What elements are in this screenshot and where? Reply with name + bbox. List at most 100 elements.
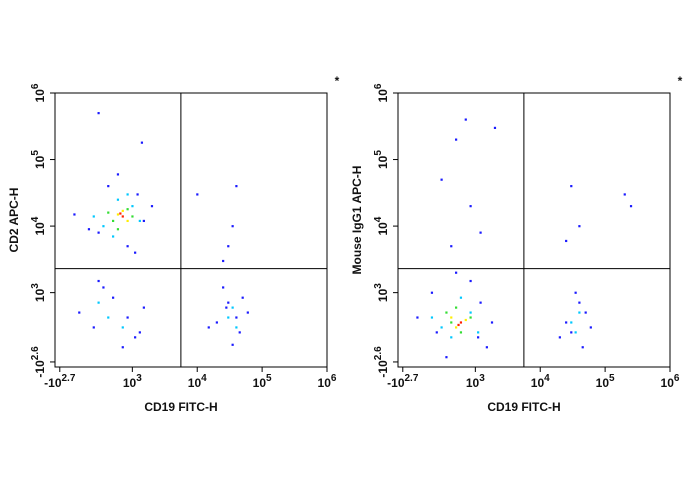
- y-tick-label: 103: [30, 283, 48, 302]
- point: [231, 225, 234, 228]
- point: [150, 205, 154, 208]
- point: [231, 306, 234, 309]
- y-tick-label: 104: [373, 216, 391, 235]
- point: [479, 301, 482, 304]
- point: [450, 321, 453, 324]
- point: [589, 326, 592, 329]
- point: [565, 239, 568, 243]
- y-tick-label: 104: [30, 216, 48, 235]
- point: [112, 235, 115, 238]
- annotation: *: [335, 74, 340, 88]
- point: [565, 321, 568, 324]
- point: [464, 318, 467, 322]
- point: [97, 231, 100, 234]
- point: [87, 228, 91, 231]
- point: [73, 213, 76, 216]
- point: [231, 343, 234, 346]
- point: [464, 118, 467, 121]
- point: [574, 291, 577, 294]
- point: [493, 126, 497, 129]
- x-tick-label: 103: [466, 373, 485, 391]
- point: [477, 336, 480, 339]
- x-tick-label: 103: [123, 373, 142, 391]
- point: [477, 331, 480, 334]
- point: [455, 138, 458, 141]
- point: [435, 331, 438, 334]
- y-tick-label: 106: [30, 83, 48, 102]
- x-axis-label: CD19 FITC-H: [487, 400, 560, 414]
- point: [222, 286, 225, 289]
- plot-frame: [397, 92, 671, 368]
- point: [215, 321, 218, 324]
- point: [131, 205, 134, 208]
- point: [140, 141, 144, 144]
- point: [246, 311, 249, 314]
- point: [131, 215, 134, 218]
- point: [445, 356, 448, 359]
- plot-frame: [54, 92, 328, 368]
- point: [570, 321, 573, 324]
- x-tick-label: 104: [188, 373, 207, 391]
- point: [469, 205, 472, 208]
- point: [235, 316, 238, 319]
- point: [107, 316, 110, 319]
- point: [485, 346, 488, 349]
- point: [138, 331, 141, 334]
- point: [97, 112, 100, 115]
- point: [459, 321, 463, 324]
- point: [574, 331, 577, 334]
- x-tick-label: 104: [531, 373, 550, 391]
- y-tick-label: -102.6: [30, 346, 48, 378]
- point: [126, 245, 129, 248]
- x-tick-label: 106: [661, 373, 680, 391]
- y-tick-label: 105: [373, 150, 391, 169]
- x-tick-label: 105: [596, 373, 615, 391]
- point: [578, 311, 581, 314]
- point: [92, 326, 95, 329]
- point: [119, 212, 122, 215]
- point: [134, 336, 137, 339]
- point: [416, 316, 419, 319]
- point: [227, 301, 230, 304]
- point: [126, 193, 129, 196]
- point: [578, 225, 581, 228]
- point: [490, 321, 494, 324]
- point: [196, 193, 199, 196]
- x-tick-label: -102.7: [44, 373, 76, 391]
- y-tick-label: 103: [373, 283, 391, 302]
- point: [126, 208, 129, 211]
- point: [121, 346, 124, 349]
- point: [455, 271, 458, 274]
- point: [455, 326, 458, 329]
- point: [469, 316, 472, 319]
- point: [136, 193, 139, 196]
- point: [238, 331, 241, 334]
- point: [235, 326, 238, 329]
- point: [102, 286, 105, 289]
- point: [126, 316, 129, 319]
- y-tick-label: -102.6: [373, 346, 391, 378]
- point: [450, 336, 453, 339]
- point: [116, 173, 120, 176]
- point: [469, 279, 472, 283]
- point: [121, 326, 124, 329]
- y-tick-label: 105: [30, 150, 48, 169]
- point: [138, 219, 141, 223]
- point: [142, 306, 145, 309]
- point: [222, 259, 225, 263]
- point: [227, 245, 230, 248]
- y-tick-label: 106: [373, 83, 391, 102]
- point: [578, 301, 581, 304]
- point: [107, 211, 110, 214]
- point: [457, 323, 460, 327]
- point: [97, 279, 100, 283]
- point: [134, 251, 137, 254]
- point: [430, 316, 434, 319]
- point: [97, 301, 100, 304]
- point: [459, 331, 463, 334]
- point: [450, 316, 453, 319]
- x-tick-label: 106: [318, 373, 337, 391]
- y-axis-label: Mouse IgG1 APC-H: [350, 166, 364, 275]
- x-tick-label: 105: [253, 373, 272, 391]
